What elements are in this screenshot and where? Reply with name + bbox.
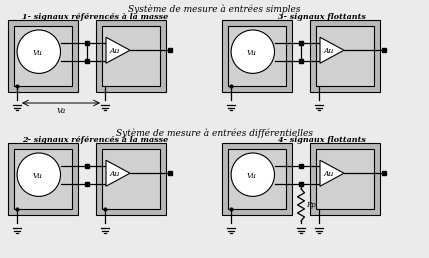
Text: 2- signaux référencés à la masse: 2- signaux référencés à la masse — [22, 136, 168, 144]
Bar — [8, 20, 78, 92]
Text: Rp: Rp — [306, 201, 316, 209]
Bar — [222, 143, 292, 215]
Bar — [222, 20, 292, 92]
Circle shape — [17, 30, 60, 73]
Bar — [228, 26, 286, 86]
Polygon shape — [320, 37, 344, 63]
Text: 4- signaux flottants: 4- signaux flottants — [278, 136, 366, 144]
Bar — [14, 149, 72, 209]
Bar — [228, 149, 286, 209]
Text: Sytème de mesure à entrées différentielles: Sytème de mesure à entrées différentiell… — [115, 128, 312, 138]
Bar — [102, 149, 160, 209]
Bar — [310, 143, 380, 215]
Text: Système de mesure à entrées simples: Système de mesure à entrées simples — [128, 4, 300, 13]
Bar — [14, 26, 72, 86]
Bar — [102, 26, 160, 86]
Circle shape — [17, 153, 60, 196]
Text: Va: Va — [56, 107, 66, 115]
Bar — [310, 20, 380, 92]
Text: Vu: Vu — [247, 172, 257, 180]
Text: Au: Au — [324, 47, 334, 55]
Polygon shape — [106, 37, 130, 63]
Polygon shape — [320, 160, 344, 186]
Polygon shape — [106, 160, 130, 186]
Bar — [8, 143, 78, 215]
Text: Au: Au — [324, 170, 334, 178]
Bar — [316, 149, 374, 209]
Text: 3- signaux flottants: 3- signaux flottants — [278, 13, 366, 21]
Bar — [316, 26, 374, 86]
Bar — [96, 20, 166, 92]
Circle shape — [231, 30, 275, 73]
Text: Vu: Vu — [247, 49, 257, 57]
Text: 1- signaux référencés à la masse: 1- signaux référencés à la masse — [22, 13, 168, 21]
Circle shape — [231, 153, 275, 196]
Text: Vu: Vu — [33, 49, 43, 57]
Text: Au: Au — [110, 47, 120, 55]
Text: Au: Au — [110, 170, 120, 178]
Text: Vu: Vu — [33, 172, 43, 180]
Bar — [96, 143, 166, 215]
